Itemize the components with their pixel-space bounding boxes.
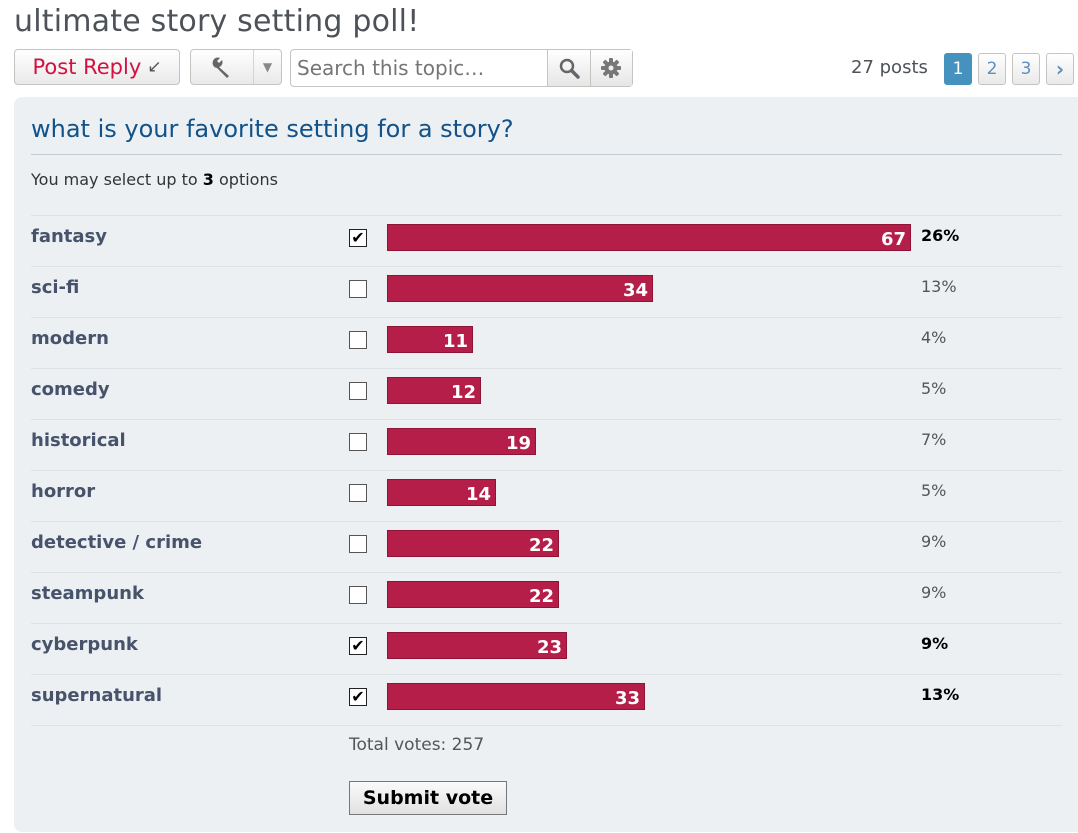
divider xyxy=(31,725,1062,726)
topic-title: ultimate story setting poll! xyxy=(14,4,420,39)
poll-option-row: historical 19 7% xyxy=(31,419,1062,470)
next-page-button[interactable]: › xyxy=(1046,53,1074,85)
poll-option-row: comedy 12 5% xyxy=(31,368,1062,419)
poll-option-checkbox[interactable] xyxy=(349,382,367,400)
poll-option-checkbox[interactable] xyxy=(349,586,367,604)
total-votes: Total votes: 257 xyxy=(349,735,485,755)
topic-tools-button[interactable]: ▼ xyxy=(190,49,282,85)
poll-info-suffix: options xyxy=(219,170,278,189)
poll-option-checkbox[interactable]: ✔ xyxy=(349,637,367,655)
pagination: 1 2 3 › xyxy=(944,53,1074,85)
poll-result-bar: 22 xyxy=(387,530,559,557)
poll-option-percent: 13% xyxy=(921,277,957,296)
poll-option-label[interactable]: sci-fi xyxy=(31,277,80,298)
poll-option-checkbox[interactable]: ✔ xyxy=(349,229,367,247)
poll-result-bar: 19 xyxy=(387,428,536,455)
poll-option-percent: 9% xyxy=(921,583,947,602)
poll-panel: what is your favorite setting for a stor… xyxy=(14,97,1078,832)
poll-result-bar: 11 xyxy=(387,326,473,353)
poll-result-bar: 12 xyxy=(387,377,481,404)
poll-option-percent: 5% xyxy=(921,379,947,398)
poll-result-bar: 22 xyxy=(387,581,559,608)
poll-option-row: steampunk 22 9% xyxy=(31,572,1062,623)
caret-down-icon[interactable]: ▼ xyxy=(262,60,273,74)
poll-option-percent: 26% xyxy=(921,226,960,245)
poll-option-row: fantasy ✔ 67 26% xyxy=(31,215,1062,266)
poll-option-checkbox[interactable] xyxy=(349,433,367,451)
poll-option-percent: 9% xyxy=(921,634,949,653)
search-input[interactable] xyxy=(291,50,547,86)
page-2-button[interactable]: 2 xyxy=(978,53,1006,85)
reply-arrow-icon: ↙ xyxy=(147,57,162,77)
submit-vote-button[interactable]: Submit vote xyxy=(349,781,507,815)
page-3-button[interactable]: 3 xyxy=(1012,53,1040,85)
poll-option-checkbox[interactable] xyxy=(349,484,367,502)
poll-option-percent: 13% xyxy=(921,685,960,704)
poll-option-row: detective / crime 22 9% xyxy=(31,521,1062,572)
poll-option-label[interactable]: horror xyxy=(31,481,96,502)
poll-option-label[interactable]: cyberpunk xyxy=(31,634,138,655)
poll-option-label[interactable]: comedy xyxy=(31,379,110,400)
poll-result-bar: 14 xyxy=(387,479,496,506)
poll-option-label[interactable]: modern xyxy=(31,328,109,349)
magnifier-icon xyxy=(559,58,580,79)
poll-option-row: cyberpunk ✔ 23 9% xyxy=(31,623,1062,674)
poll-option-row: horror 14 5% xyxy=(31,470,1062,521)
poll-result-bar: 23 xyxy=(387,632,567,659)
poll-result-bar: 67 xyxy=(387,224,911,251)
chevron-right-icon: › xyxy=(1055,57,1065,81)
poll-option-percent: 5% xyxy=(921,481,947,500)
search-button[interactable] xyxy=(547,50,590,86)
advanced-search-button[interactable] xyxy=(589,50,632,86)
poll-result-bar: 33 xyxy=(387,683,645,710)
poll-question: what is your favorite setting for a stor… xyxy=(31,115,514,143)
posts-count: 27 posts xyxy=(851,57,928,78)
poll-option-percent: 7% xyxy=(921,430,947,449)
post-reply-label: Post Reply xyxy=(32,55,142,79)
poll-option-row: supernatural ✔ 33 13% xyxy=(31,674,1062,725)
poll-option-percent: 9% xyxy=(921,532,947,551)
page-1-button[interactable]: 1 xyxy=(944,53,972,85)
poll-max-options: 3 xyxy=(202,170,214,189)
poll-result-bar: 34 xyxy=(387,275,653,302)
poll-option-row: modern 11 4% xyxy=(31,317,1062,368)
poll-option-label[interactable]: steampunk xyxy=(31,583,144,604)
poll-option-label[interactable]: historical xyxy=(31,430,126,451)
poll-option-checkbox[interactable] xyxy=(349,535,367,553)
action-bar: Post Reply ↙ ▼ xyxy=(14,49,1078,87)
poll-info-prefix: You may select up to xyxy=(31,170,198,189)
wrench-icon xyxy=(191,50,254,84)
post-reply-button[interactable]: Post Reply ↙ xyxy=(14,49,180,85)
gear-icon xyxy=(601,58,622,78)
divider xyxy=(31,154,1062,155)
poll-option-label[interactable]: detective / crime xyxy=(31,532,203,553)
poll-option-label[interactable]: fantasy xyxy=(31,226,107,247)
poll-option-row: sci-fi 34 13% xyxy=(31,266,1062,317)
poll-option-checkbox[interactable] xyxy=(349,280,367,298)
poll-option-checkbox[interactable]: ✔ xyxy=(349,688,367,706)
poll-option-percent: 4% xyxy=(921,328,947,347)
poll-option-checkbox[interactable] xyxy=(349,331,367,349)
poll-option-label[interactable]: supernatural xyxy=(31,685,163,706)
poll-info: You may select up to 3 options xyxy=(31,170,278,189)
topic-search xyxy=(290,49,633,87)
